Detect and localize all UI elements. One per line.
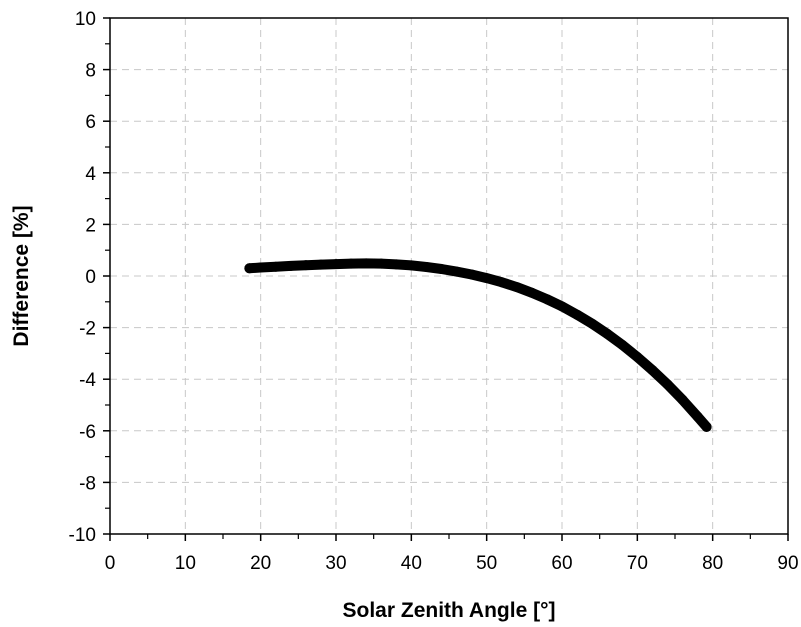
data-point [526, 287, 537, 298]
data-point [481, 273, 492, 284]
data-point [511, 282, 522, 293]
data-point [346, 258, 357, 269]
data-point [701, 421, 712, 432]
y-tick-label: 4 [85, 164, 96, 185]
data-point [496, 277, 507, 288]
data-point [587, 318, 598, 329]
x-tick-label: 50 [476, 553, 497, 574]
axis-ticks [103, 17, 789, 541]
x-axis-title: Solar Zenith Angle [°] [343, 599, 556, 622]
data-point [466, 269, 477, 280]
data-point [331, 259, 341, 270]
x-tick-label: 0 [105, 553, 116, 574]
y-tick-label: -6 [79, 422, 96, 443]
y-axis-title: Difference [%] [10, 205, 33, 346]
data-point [617, 339, 628, 350]
data-point [406, 260, 417, 271]
y-tick-label: -10 [69, 525, 96, 546]
y-tick-label: 2 [85, 215, 96, 236]
data-point [647, 365, 658, 376]
y-tick-label: -8 [79, 473, 96, 494]
y-tick-label: 0 [85, 267, 96, 288]
data-point [270, 261, 281, 272]
y-tick-label: 10 [75, 9, 96, 30]
data-point [300, 260, 311, 271]
data-point [376, 258, 387, 269]
data-point [557, 301, 567, 312]
data-point [255, 262, 266, 273]
data-point [662, 379, 673, 390]
data-series [244, 258, 712, 432]
data-point [677, 394, 688, 405]
y-tick-label: 8 [85, 61, 96, 82]
grid [110, 18, 788, 534]
y-tick-label: -4 [79, 370, 96, 391]
data-point [572, 309, 583, 320]
tick-labels: 0 10 20 30 40 50 60 70 80 90 -10 -8 -6 -4 -2 0 2 4 6 8 10 [69, 9, 799, 574]
data-point [602, 328, 613, 339]
x-tick-label: 40 [401, 553, 422, 574]
data-point [285, 260, 296, 271]
data-point [541, 294, 552, 305]
x-tick-label: 90 [777, 553, 798, 574]
y-tick-label: 6 [85, 112, 96, 133]
x-tick-label: 60 [551, 553, 572, 574]
data-point [391, 259, 402, 270]
x-tick-label: 10 [175, 553, 196, 574]
y-tick-label: -2 [79, 319, 96, 340]
data-point [421, 261, 432, 272]
data-point [361, 258, 372, 269]
x-tick-label: 20 [250, 553, 271, 574]
x-tick-label: 80 [702, 553, 723, 574]
data-point [244, 263, 255, 274]
data-point [451, 266, 462, 277]
data-point [315, 259, 326, 270]
data-point [692, 411, 703, 422]
data-point [632, 352, 643, 363]
x-tick-label: 30 [325, 553, 346, 574]
data-point [436, 264, 447, 275]
x-tick-label: 70 [627, 553, 648, 574]
